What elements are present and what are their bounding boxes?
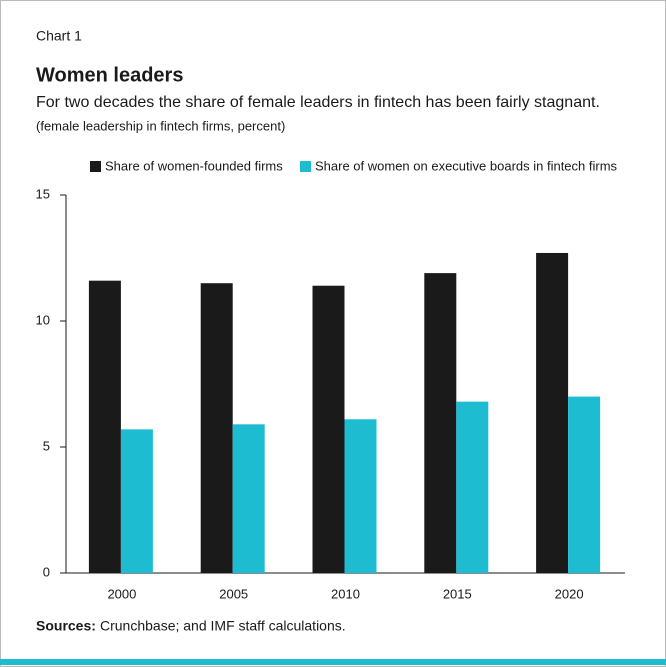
x-tick-label: 2015 (443, 586, 472, 601)
x-tick-label: 2000 (107, 586, 136, 601)
sources-text: Crunchbase; and IMF staff calculations. (100, 618, 346, 634)
chart-subtitle: For two decades the share of female lead… (36, 94, 600, 111)
x-tick-label: 2020 (555, 586, 584, 601)
y-tick-label: 15 (36, 186, 50, 201)
y-tick-label: 5 (43, 438, 50, 453)
legend-swatch (90, 161, 101, 172)
chart-note: (female leadership in fintech firms, per… (36, 118, 285, 133)
bar (424, 273, 457, 573)
y-tick-label: 10 (36, 312, 50, 327)
legend-label: Share of women on executive boards in fi… (315, 158, 618, 173)
bar (120, 429, 153, 573)
bar (456, 401, 489, 573)
bottom-band (0, 659, 666, 665)
bar (312, 285, 345, 573)
chart-title: Women leaders (36, 64, 183, 86)
legend-label: Share of women-founded firms (105, 158, 283, 173)
chart-label: Chart 1 (36, 28, 82, 44)
bar (200, 283, 233, 573)
legend-swatch (300, 161, 311, 172)
bar (232, 424, 265, 573)
bar (344, 419, 377, 573)
sources-label: Sources: (36, 618, 96, 634)
y-tick-label: 0 (43, 564, 50, 579)
bar (88, 280, 121, 573)
bar (536, 252, 569, 573)
x-tick-label: 2005 (219, 586, 248, 601)
bar (568, 396, 601, 573)
x-tick-label: 2010 (331, 586, 360, 601)
